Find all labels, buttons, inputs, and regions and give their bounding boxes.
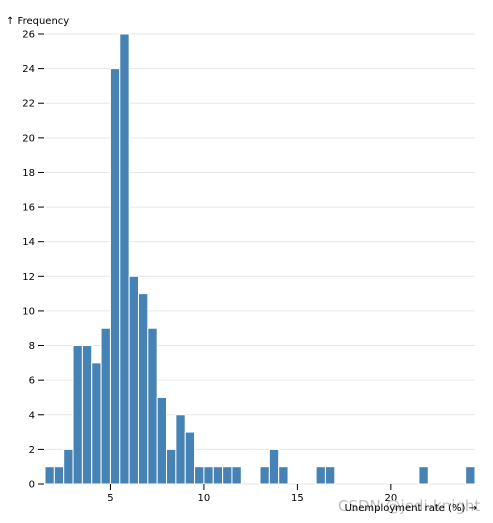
histogram-bar [203,466,214,485]
histogram-bar [278,466,289,485]
x-axis: 5 10 15 20 [107,484,397,504]
x-axis-title: Unemployment rate (%) → [345,503,477,514]
histogram-bar [315,466,326,485]
histogram-bar [175,414,186,485]
histogram-bar [44,466,55,485]
y-tick-label: 24 [22,64,35,75]
x-tick-label: 10 [198,493,211,504]
bars-group [44,33,476,485]
histogram-bar [231,466,242,485]
y-tick-label: 16 [22,203,35,214]
y-tick-label: 8 [29,341,35,352]
histogram-bar [212,466,224,485]
y-tick-label: 22 [22,99,35,110]
watermark: CSDN @jedi-knight [338,497,480,515]
y-tick-label: 4 [29,410,35,421]
x-tick-label: 15 [291,493,304,504]
x-tick-label: 5 [107,493,113,504]
histogram-bar [72,345,83,485]
y-tick-label: 10 [22,306,35,317]
x-tick-label: 20 [385,493,398,504]
histogram-bar [156,396,168,485]
histogram-bar [137,293,149,485]
y-tick-label: 20 [22,133,35,144]
histogram-bar [465,466,476,485]
histogram-bar [128,275,139,485]
y-tick-label: 14 [22,237,35,248]
histogram-bar [63,448,74,485]
histogram-bar [194,466,205,485]
histogram-bar [147,327,158,485]
histogram-bar [100,327,111,485]
y-tick-label: 12 [22,272,35,283]
y-axis-title: ↑ Frequency [6,16,69,27]
y-tick-label: 26 [22,30,35,41]
histogram-bar [81,345,93,485]
histogram-bar [109,68,121,485]
histogram-bar [184,431,196,485]
histogram-bar [324,466,336,485]
histogram-bar [166,448,177,485]
histogram-bar [418,466,429,485]
histogram-bar [268,448,280,485]
histogram-bar [119,33,130,485]
y-tick-label: 2 [29,445,35,456]
histogram-bar [53,466,65,485]
y-tick-label: 0 [29,480,35,491]
y-tick-label: 18 [22,168,35,179]
histogram-bar [222,466,233,485]
histogram-bar [259,466,270,485]
histogram-bar [91,362,102,485]
y-tick-label: 6 [29,376,35,387]
